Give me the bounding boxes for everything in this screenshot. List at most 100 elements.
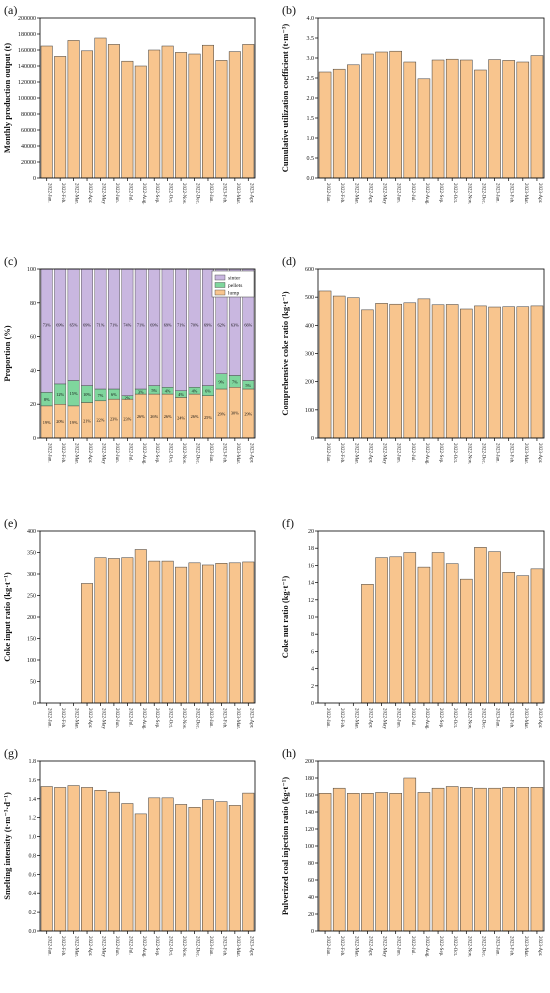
x-tick-label: 2023-Mar. [523, 708, 528, 729]
x-tick-label: 2022-Nov. [181, 183, 186, 204]
legend-label-sinter: sinter [228, 276, 240, 282]
x-tick-label: 2023-Mar. [235, 936, 240, 957]
bar-2022-Oct. [161, 560, 174, 704]
x-tick-label: 2022-Aug. [424, 443, 429, 465]
segment-label-sinter: 71% [137, 322, 145, 327]
x-tick-label: 2022-May [382, 936, 387, 957]
y-tick-label: 0 [33, 701, 36, 707]
y-tick-label: 40 [30, 368, 36, 374]
bar-2022-Nov. [460, 787, 473, 932]
segment-label-sinter: 66% [244, 322, 252, 327]
x-tick-label: 2022-Sep. [438, 936, 443, 956]
y-tick-label: 60 [30, 335, 36, 341]
x-tick-label: 2022-Dec. [480, 443, 485, 464]
x-tick-label: 2022-Nov. [466, 183, 471, 204]
y-axis-label: Proportion (%) [2, 325, 12, 381]
y-axis-label: Coke nut ratio (kg·t⁻¹) [280, 576, 290, 659]
x-tick-label: 2022-Feb. [60, 936, 65, 956]
y-tick-label: 1.4 [29, 797, 37, 803]
bar-2023-Feb. [502, 60, 515, 179]
x-tick-label: 2022-Jun. [396, 183, 401, 203]
bar-2022-Oct. [161, 45, 174, 179]
y-tick-label: 2.0 [307, 96, 315, 102]
segment-sinter-2022-Jan. [40, 268, 53, 393]
segment-label-lump: 19% [43, 420, 51, 425]
x-tick-label: 2022-Oct. [168, 708, 173, 728]
bar-2023-Mar. [516, 61, 530, 179]
x-tick-label: 2022-Jun. [396, 708, 401, 728]
bar-2022-Dec. [474, 787, 487, 932]
bar-2022-May [375, 792, 388, 932]
bar-2022-Dec. [188, 807, 201, 932]
y-tick-label: 1.0 [29, 835, 37, 841]
bar-2023-Mar. [516, 787, 530, 932]
chart-panel-e: (e) Coke input ratio (kg·t⁻¹) 0 50 100 150 200… [2, 516, 256, 730]
segment-label-lump: 26% [150, 414, 158, 419]
x-tick-label: 2022-May [382, 443, 387, 464]
x-tick-label: 2022-Jan. [325, 443, 330, 463]
bar-2023-Feb. [215, 563, 228, 704]
bar-2023-Jan. [202, 799, 214, 932]
bar-2022-Apr. [81, 787, 93, 932]
bar-2022-Nov. [460, 578, 473, 704]
bar-2022-Feb. [332, 787, 346, 932]
x-tick-label: 2022-May [100, 443, 105, 464]
segment-label-pellets: 9% [219, 379, 225, 384]
y-tick-label: 60000 [21, 128, 36, 134]
bar-2023-Jan. [488, 787, 501, 932]
bar-2022-Aug. [417, 566, 431, 704]
x-tick-label: 2022-Jul. [127, 183, 132, 202]
y-tick-label: 100 [27, 267, 36, 273]
x-tick-label: 2022-Apr. [87, 936, 92, 956]
segment-label-lump: 23% [110, 417, 118, 422]
segment-label-pellets: 6% [111, 392, 117, 397]
bar-2022-Jul. [403, 777, 417, 932]
y-tick-label: 400 [27, 529, 36, 535]
x-tick-label: 2022-Mar. [353, 443, 358, 464]
y-axis-label: Pulverized coal injection ratio (kg·t⁻¹) [280, 777, 290, 915]
bar-2023-Feb. [502, 572, 515, 704]
bar-2022-Sep. [148, 560, 161, 704]
segment-label-pellets: 7% [232, 379, 238, 384]
bar-2022-Jun. [107, 791, 120, 932]
x-tick-label: 2022-Jun. [114, 183, 119, 203]
x-tick-label: 2023-Mar. [523, 183, 528, 204]
x-tick-label: 2022-Aug. [141, 183, 146, 205]
y-tick-label: 3.0 [307, 56, 315, 62]
bar-2022-Nov. [175, 566, 188, 704]
y-tick-label: 0.8 [29, 853, 37, 859]
x-tick-label: 2022-Jun. [396, 443, 401, 463]
x-tick-label: 2022-May [100, 936, 105, 957]
legend-label-pellets: pellets [228, 283, 242, 289]
y-tick-label: 1.8 [29, 759, 37, 765]
bar-2022-Feb. [332, 295, 346, 439]
y-tick-label: 100 [27, 658, 36, 664]
bar-2023-Apr. [530, 305, 544, 439]
y-axis-label: Comprehensive coke ratio (kg·t⁻¹) [280, 291, 290, 415]
bar-2023-Apr. [530, 55, 544, 179]
bar-2022-Apr. [361, 309, 374, 439]
x-tick-label: 2022-Jul. [127, 708, 132, 727]
bar-2022-Aug. [134, 65, 147, 179]
x-tick-label: 2022-Mar. [74, 936, 79, 957]
y-tick-label: 100000 [18, 96, 36, 102]
x-tick-label: 2022-Jan. [325, 936, 330, 956]
x-tick-label: 2022-Oct. [168, 443, 173, 463]
x-tick-label: 2022-Apr. [367, 936, 372, 956]
x-tick-label: 2022-Mar. [74, 443, 79, 464]
bar-2022-Dec. [188, 53, 201, 179]
bar-2022-Oct. [445, 563, 459, 704]
y-tick-label: 400 [305, 323, 314, 329]
x-tick-label: 2022-Sep. [154, 443, 159, 463]
x-tick-label: 2022-May [100, 708, 105, 729]
bar-2023-Apr. [242, 792, 255, 932]
segment-label-pellets: 5% [151, 388, 157, 393]
y-tick-label: 80 [308, 861, 314, 867]
x-tick-label: 2023-Feb. [509, 443, 514, 463]
bar-2023-Feb. [215, 801, 228, 932]
bar-2022-Jan. [318, 290, 332, 439]
bar-2022-Oct. [445, 304, 459, 439]
bar-2022-Jul. [121, 557, 134, 704]
bar-2022-Aug. [417, 792, 431, 932]
x-tick-label: 2022-Jan. [325, 183, 330, 203]
